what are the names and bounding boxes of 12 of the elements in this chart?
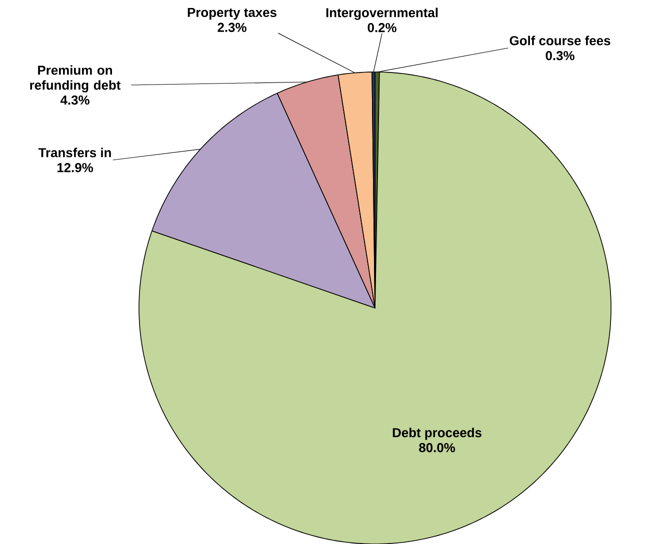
data-label: 0.3% — [546, 50, 574, 60]
data-label: 4.3% — [60, 95, 90, 105]
data-label: 80.0% — [419, 442, 456, 452]
slice-label: Property taxes — [188, 8, 276, 20]
slice-label: Debt proceeds — [392, 428, 482, 440]
slice-label: Transfers in — [38, 148, 111, 158]
slice-label: Golf course fees — [510, 36, 610, 46]
slice-label: Premium on refunding debt — [30, 65, 121, 92]
data-label: 12.9% — [57, 162, 94, 172]
data-label: 0.2% — [368, 22, 396, 32]
data-label: 2.3% — [218, 22, 246, 32]
slice-label: Intergovernmental — [326, 8, 438, 20]
